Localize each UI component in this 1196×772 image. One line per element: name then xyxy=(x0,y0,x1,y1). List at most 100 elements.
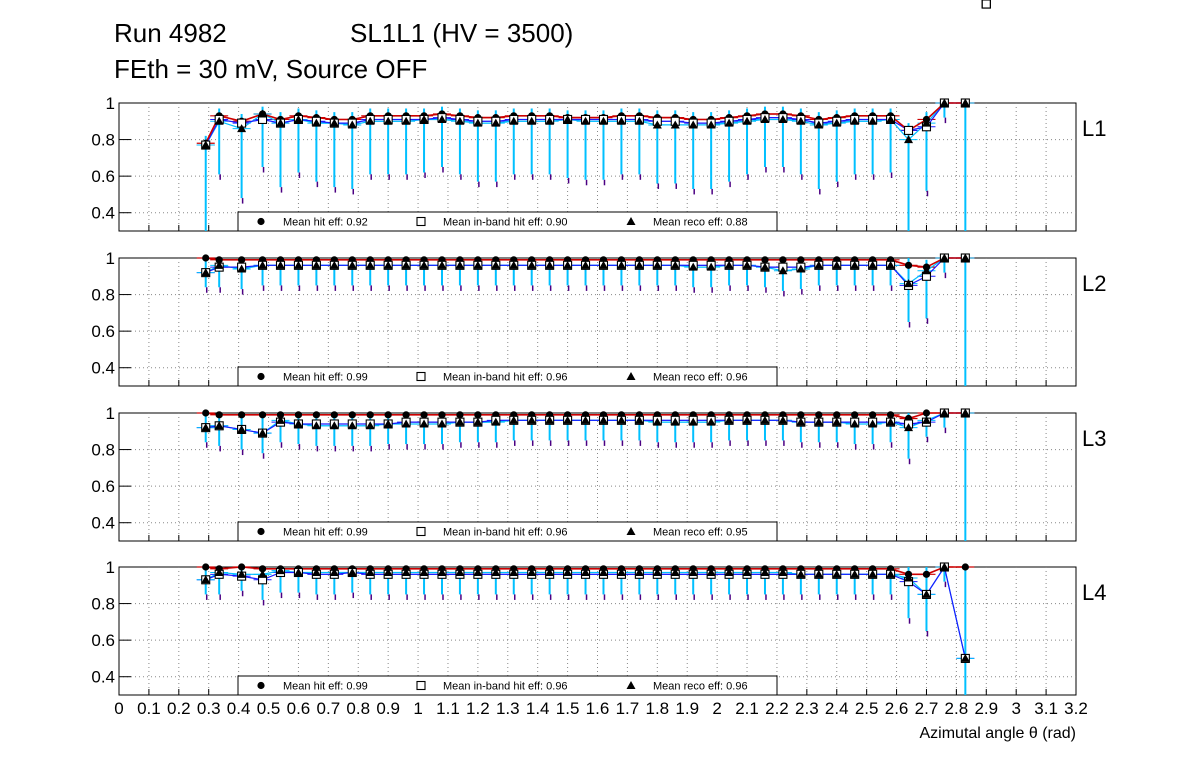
reco-point xyxy=(545,415,555,424)
reco-point xyxy=(634,116,644,125)
reco-point xyxy=(724,567,734,576)
hit-point xyxy=(922,570,931,578)
reco-point xyxy=(545,260,555,269)
reco-point xyxy=(311,567,321,576)
hit-point xyxy=(366,411,374,419)
x-tick-label: 2.6 xyxy=(885,699,909,718)
reco-point xyxy=(814,569,824,578)
reco-point xyxy=(437,260,447,269)
reco-point xyxy=(616,260,626,269)
y-tick-label: 1 xyxy=(106,404,115,423)
reco-point xyxy=(868,260,878,269)
legend-entry: Mean in-band hit eff: 0.90 xyxy=(443,217,568,229)
reco-point xyxy=(527,567,537,576)
hit-point xyxy=(761,256,769,264)
reco-point xyxy=(347,421,357,430)
reco-point xyxy=(688,262,698,271)
reco-point xyxy=(688,567,698,576)
x-tick-label: 0.5 xyxy=(257,699,281,718)
legend-entry: Mean in-band hit eff: 0.96 xyxy=(443,681,568,693)
reco-point xyxy=(904,423,914,432)
legend-entry: Mean in-band hit eff: 0.96 xyxy=(443,527,568,539)
hit-point xyxy=(202,563,210,571)
reco-point xyxy=(527,260,537,269)
hit-point xyxy=(797,256,805,264)
legend-entry: Mean hit eff: 0.99 xyxy=(283,527,368,539)
hit-point xyxy=(258,565,267,573)
x-tick-label: 2 xyxy=(712,699,721,718)
chamber-title: SL1L1 (HV = 3500) xyxy=(350,18,573,48)
legend-inband-marker xyxy=(416,216,426,227)
reco-point xyxy=(329,260,339,269)
legend-hit-marker xyxy=(257,372,265,381)
legend-entry: Mean reco eff: 0.88 xyxy=(653,217,748,229)
legend-box xyxy=(237,211,778,232)
reco-point xyxy=(527,415,537,424)
hit-point xyxy=(238,411,246,419)
hit-point xyxy=(202,409,210,417)
x-tick-label: 0.9 xyxy=(376,699,400,718)
reco-point xyxy=(814,260,824,269)
x-tick-label: 1 xyxy=(413,699,422,718)
reco-point xyxy=(904,279,914,288)
reco-point xyxy=(455,567,465,576)
reco-point xyxy=(473,118,483,127)
panel-label: L2 xyxy=(1082,271,1106,296)
reco-point xyxy=(563,260,573,269)
reco-point xyxy=(275,415,285,424)
reco-point xyxy=(706,417,716,426)
reco-point xyxy=(455,260,465,269)
reco-point xyxy=(401,260,411,269)
hit-point xyxy=(904,261,913,269)
x-tick-label: 0 xyxy=(114,699,123,718)
reco-point xyxy=(258,428,268,437)
y-tick-label: 0.6 xyxy=(91,631,115,650)
reco-point xyxy=(311,260,321,269)
hit-point xyxy=(886,411,895,419)
x-tick-label: 1.6 xyxy=(586,699,610,718)
hit-point xyxy=(238,563,246,571)
y-tick-label: 0.6 xyxy=(91,167,115,186)
reco-point xyxy=(419,260,429,269)
reco-point xyxy=(760,415,770,424)
reco-point xyxy=(383,260,393,269)
reco-point xyxy=(347,567,357,576)
x-tick-label: 0.6 xyxy=(287,699,311,718)
reco-point xyxy=(545,567,555,576)
reco-point xyxy=(939,253,949,262)
y-tick-label: 0.4 xyxy=(91,204,115,223)
reco-point xyxy=(509,260,519,269)
reco-point xyxy=(778,567,788,576)
y-tick-label: 0.6 xyxy=(91,477,115,496)
reco-point xyxy=(527,116,537,125)
reco-point xyxy=(293,567,303,576)
reco-point xyxy=(939,408,949,417)
reco-point xyxy=(886,417,896,426)
x-tick-label: 2.5 xyxy=(855,699,879,718)
reco-point xyxy=(437,114,447,123)
reco-point xyxy=(814,120,824,129)
reco-point xyxy=(960,253,970,262)
reco-point xyxy=(598,415,608,424)
x-tick-label: 1.3 xyxy=(496,699,520,718)
panel-l2: 0.4 0.6 0.8 1 Mean hit eff: 0.99 Mean in-band… xyxy=(91,0,1106,387)
reco-point xyxy=(201,140,211,149)
panel-label: L3 xyxy=(1082,426,1106,451)
reco-point xyxy=(311,421,321,430)
reco-point xyxy=(634,567,644,576)
y-tick-label: 0.6 xyxy=(91,322,115,341)
legend-inband-marker xyxy=(416,526,426,537)
legend-box xyxy=(237,675,778,696)
reco-point xyxy=(868,419,878,428)
x-tick-label: 3 xyxy=(1011,699,1020,718)
reco-point xyxy=(275,260,285,269)
y-tick-label: 0.8 xyxy=(91,441,115,460)
reco-point xyxy=(419,419,429,428)
reco-point xyxy=(275,566,285,575)
legend-box xyxy=(237,366,778,387)
reco-point xyxy=(742,116,752,125)
y-tick-label: 0.8 xyxy=(91,595,115,614)
reco-point xyxy=(365,116,375,125)
x-tick-label: 0.7 xyxy=(317,699,341,718)
hit-point xyxy=(238,256,246,264)
